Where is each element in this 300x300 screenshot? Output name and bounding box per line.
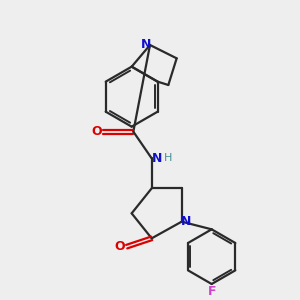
Text: N: N xyxy=(152,152,163,165)
Text: N: N xyxy=(141,38,151,51)
Text: F: F xyxy=(207,285,216,298)
Text: O: O xyxy=(115,240,125,253)
Text: N: N xyxy=(181,215,191,228)
Text: O: O xyxy=(92,125,102,138)
Text: H: H xyxy=(164,153,172,163)
